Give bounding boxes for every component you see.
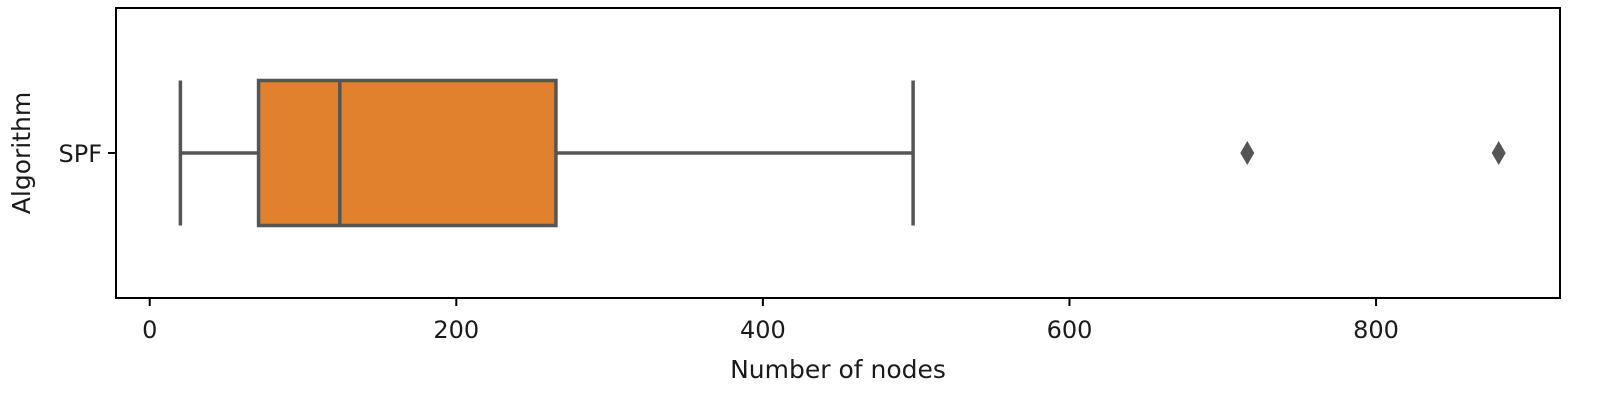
x-axis: 0 200 400 600 800 xyxy=(142,298,1399,344)
x-tick-label: 0 xyxy=(142,316,157,344)
x-tick-label: 600 xyxy=(1047,316,1093,344)
outlier-point xyxy=(1240,141,1255,165)
iqr-box xyxy=(256,78,558,228)
x-tick-label: 400 xyxy=(740,316,786,344)
y-axis-title: Algorithm xyxy=(7,92,36,214)
y-tick-label: SPF xyxy=(58,140,102,168)
outlier-point xyxy=(1491,141,1506,165)
x-tick-label: 200 xyxy=(433,316,479,344)
x-tick-label: 800 xyxy=(1353,316,1399,344)
boxes-group xyxy=(178,78,1506,228)
y-axis: SPF xyxy=(58,140,116,168)
x-axis-title: Number of nodes xyxy=(730,355,946,384)
